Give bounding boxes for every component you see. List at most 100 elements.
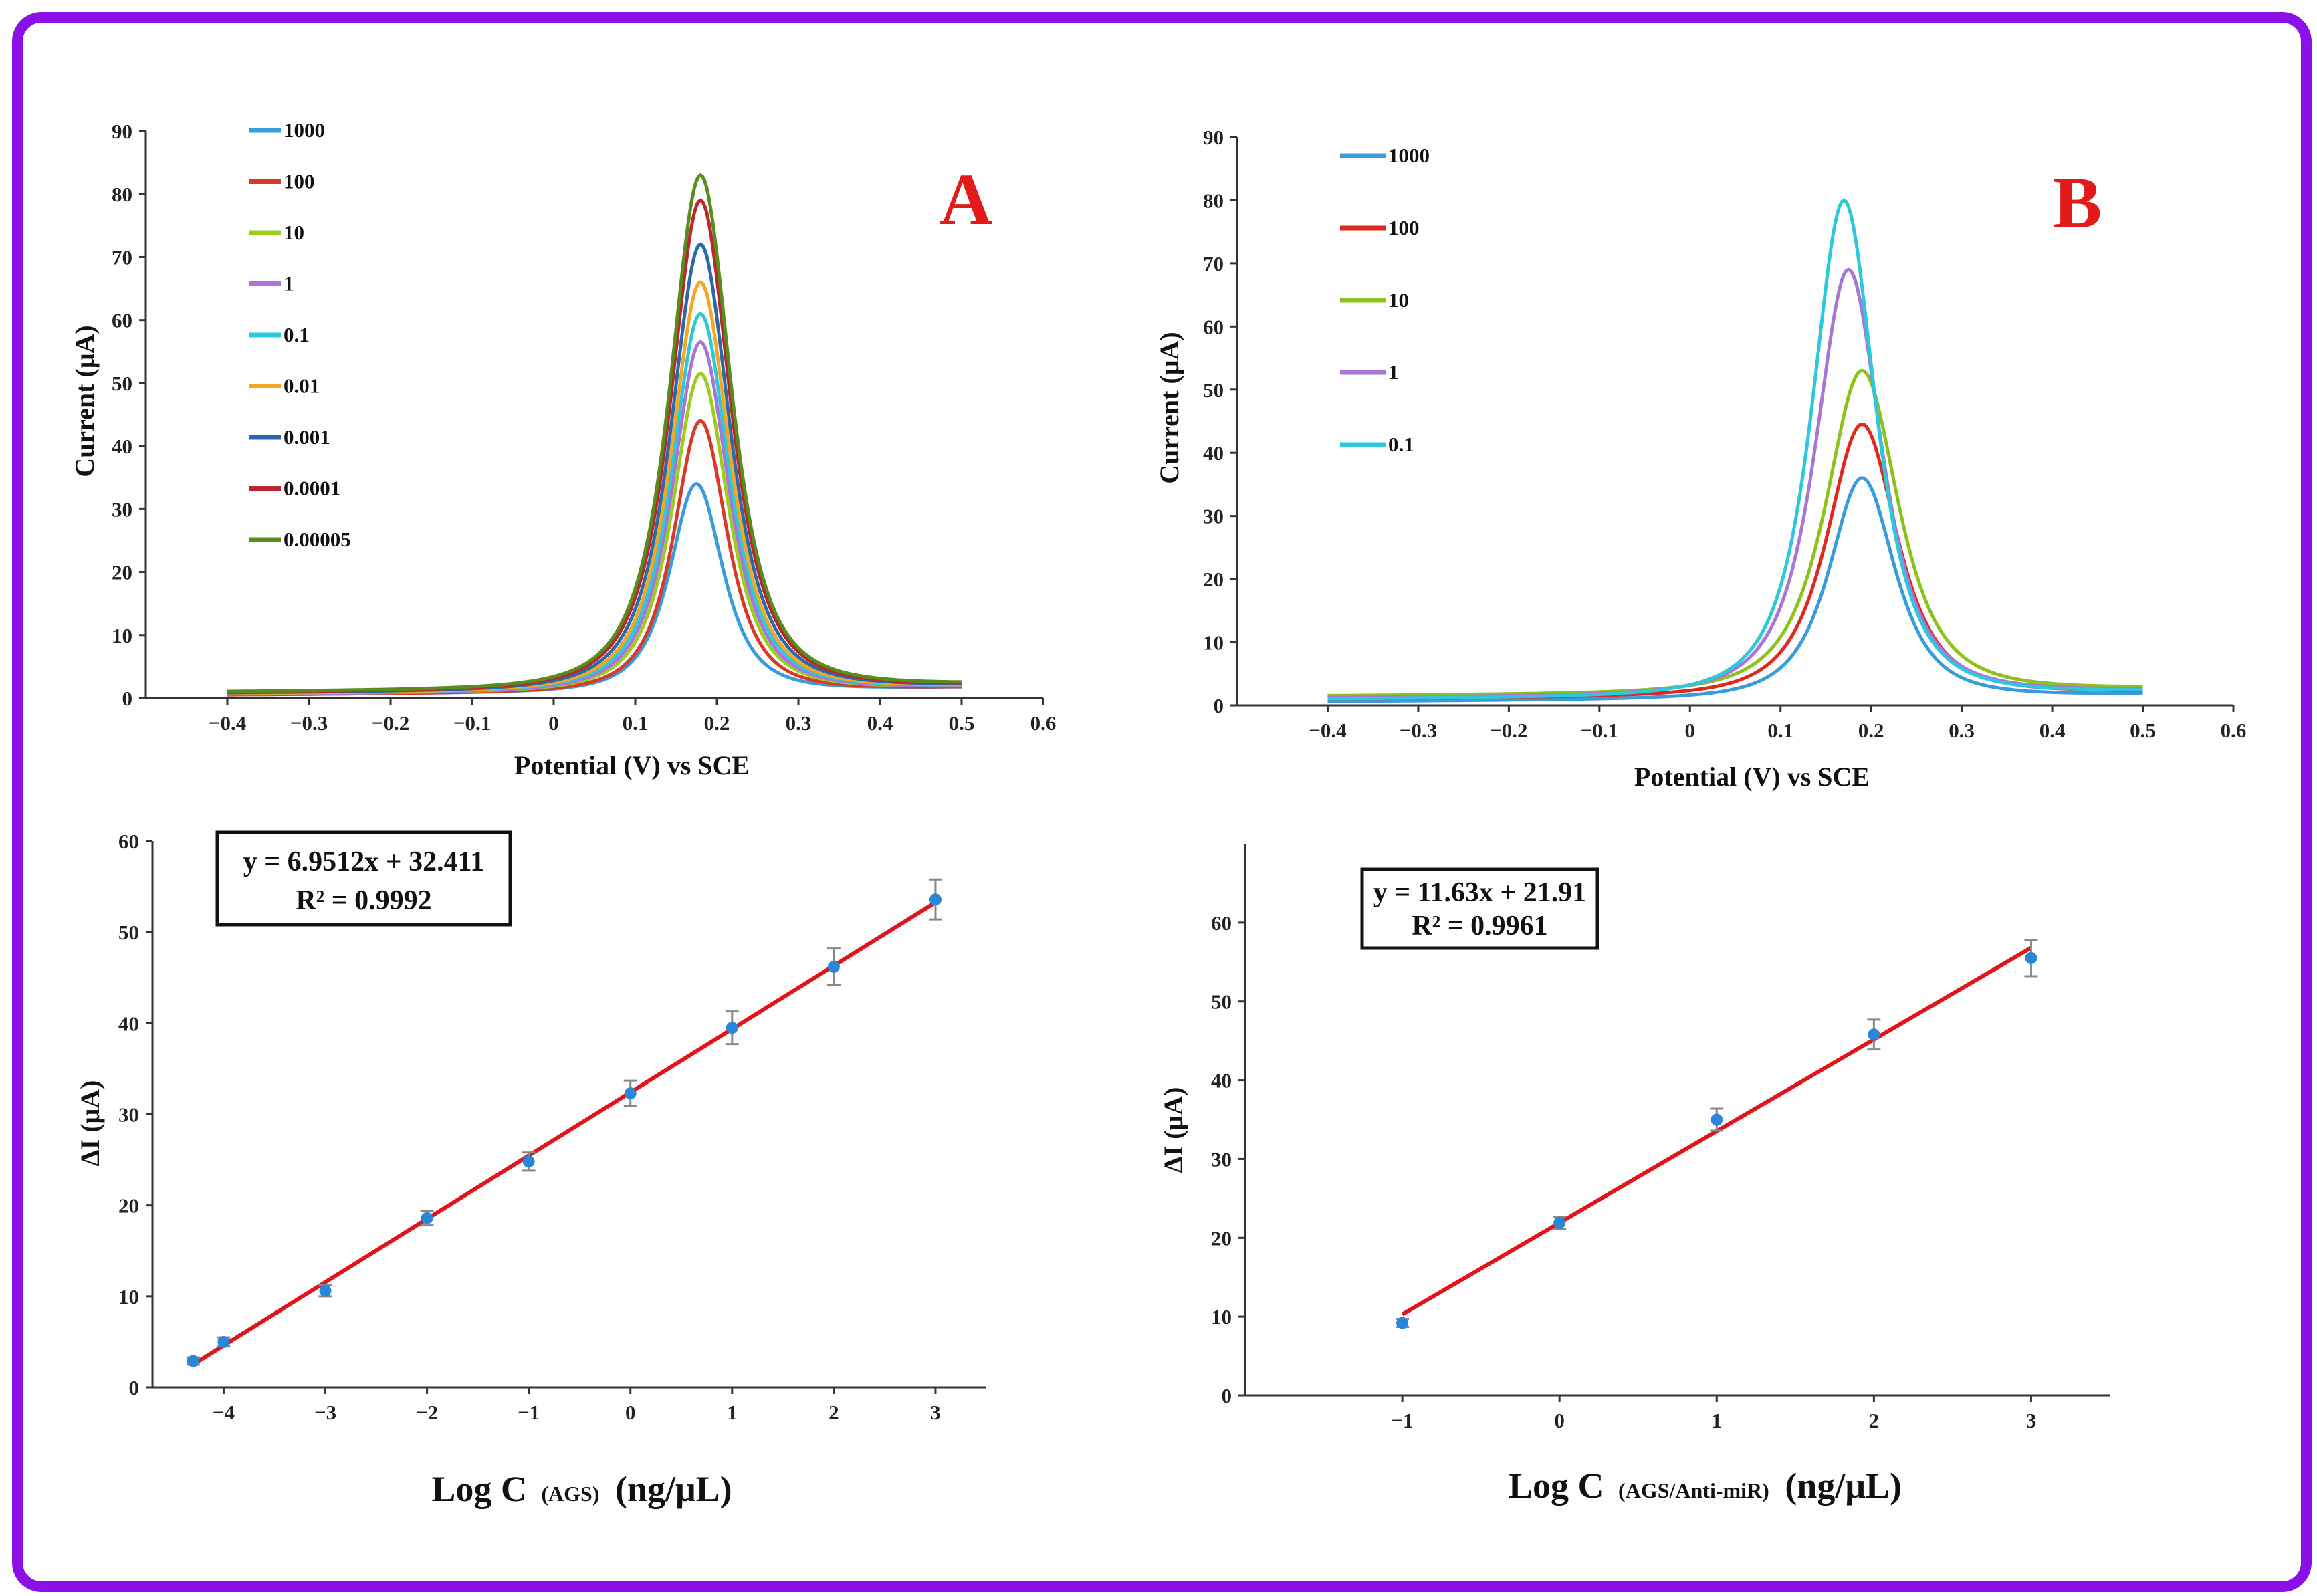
data-point [624, 1087, 637, 1100]
y-tick-label: 10 [118, 1285, 139, 1308]
y-tick-label: 80 [112, 183, 132, 206]
panel-d-equation-box [1360, 867, 1599, 950]
panel-c-x-title: Log C (AGS) (ng/μL) [431, 1469, 732, 1509]
x-tick-label: 2 [829, 1401, 839, 1424]
x-tick-label: 3 [2026, 1409, 2037, 1432]
x-tick-label: 0.1 [1767, 719, 1793, 742]
legend-entry: 0.1 [284, 323, 310, 346]
data-point [1553, 1216, 1566, 1229]
data-point [1868, 1028, 1880, 1041]
x-tick-label: 2 [1869, 1409, 1880, 1432]
x-tick-label: 0.5 [2130, 719, 2156, 742]
y-tick-label: 90 [1203, 126, 1224, 149]
data-point [726, 1022, 738, 1034]
legend-entry: 0.01 [284, 374, 320, 398]
series-line-100 [227, 419, 962, 697]
x-tick-label: 0 [548, 711, 559, 735]
y-tick-label: 40 [112, 435, 132, 458]
legend-entry: 0.0001 [284, 477, 340, 500]
panel-c-points [186, 878, 942, 1367]
panel-c-x-ticks: −4 −3 −2 −1 0 1 2 3 [213, 1387, 941, 1424]
y-tick-label: 0 [122, 687, 133, 710]
y-tick-label: 60 [112, 309, 132, 332]
data-point [187, 1355, 199, 1367]
data-point [1396, 1317, 1409, 1329]
y-tick-label: 50 [112, 372, 132, 395]
x-tick-label: −1 [1392, 1409, 1414, 1432]
panel-d-r-squared: R² = 0.9961 [1412, 911, 1547, 941]
data-point [217, 1335, 230, 1348]
x-tick-label: −2 [416, 1401, 438, 1424]
x-tick-label: 0.3 [786, 711, 812, 735]
y-tick-label: 80 [1203, 189, 1224, 212]
panel-a-letter: A [940, 158, 992, 240]
series-line-1000 [227, 481, 962, 697]
x-tick-label: 0.1 [623, 711, 649, 735]
x-tick-label: 1 [1712, 1409, 1723, 1432]
y-tick-label: 30 [1211, 1147, 1232, 1171]
y-tick-label: 70 [112, 245, 132, 269]
x-tick-label: 0.4 [2039, 719, 2066, 742]
x-tick-label: 0.3 [1949, 719, 1975, 742]
y-tick-label: 20 [118, 1194, 139, 1218]
x-tick-label: 0.6 [1030, 711, 1057, 735]
panel-d-x-title: Log C (AGS/Anti-miR) (ng/μL) [1509, 1466, 1902, 1506]
x-tick-label: −0.1 [453, 711, 491, 735]
x-tick-label: 0.2 [1858, 719, 1884, 742]
legend-entry: 1 [1388, 360, 1399, 384]
panel-b-y-title: Current (μA) [1154, 332, 1184, 483]
panel-b-curves [1327, 198, 2143, 703]
legend-entry: 100 [1388, 216, 1420, 239]
panel-c-equation-box [215, 830, 512, 927]
y-tick-label: 30 [1203, 505, 1224, 528]
panel-a-y-title: Current (μA) [70, 325, 100, 477]
legend-entry: 1000 [1388, 144, 1430, 167]
x-tick-label: −0.3 [1400, 719, 1437, 742]
panel-d-y-title: ΔI (μA) [1158, 1087, 1188, 1173]
panel-b-letter: B [2053, 162, 2102, 243]
panel-c-y-title: ΔI (μA) [75, 1080, 105, 1167]
x-tick-label: 3 [930, 1401, 941, 1424]
x-tick-label: −0.1 [1581, 719, 1618, 742]
y-tick-label: 50 [1211, 990, 1232, 1014]
panel-a-curves [227, 173, 962, 697]
legend-entry: 10 [284, 221, 304, 244]
legend-entry: 1 [284, 272, 294, 296]
x-tick-label: 0 [1554, 1409, 1565, 1432]
series-line-0.1 [1327, 198, 2143, 701]
panel-b-voltammogram: 0 10 20 30 40 50 60 70 80 90 −0.4 −0.3 −0.2 −0.1 0 0.1… [1154, 126, 2246, 792]
panel-b-x-ticks: −0.4 −0.3 −0.2 −0.1 0 0.1 0.2 0.3 0.4 0.5 0.6 [1309, 705, 2246, 742]
panel-c-equation: y = 6.9512x + 32.411 [243, 846, 485, 877]
legend-entry: 10 [1388, 288, 1409, 312]
x-tick-label: 0.4 [867, 711, 893, 735]
panel-c-fit-line [192, 901, 937, 1367]
series-line-0.0001 [227, 198, 962, 694]
y-tick-label: 0 [129, 1376, 140, 1399]
legend-entry: 0.001 [284, 425, 330, 449]
regression-line [192, 901, 937, 1367]
y-tick-label: 20 [1203, 568, 1224, 591]
legend-entry: 100 [284, 170, 315, 193]
y-tick-label: 0 [1214, 694, 1224, 717]
x-tick-label: −4 [213, 1401, 235, 1424]
panel-a-calibration: 0 10 20 30 40 50 60 −4 −3 −2 −1 0 1 2 3 y = 6.9512x +… [75, 830, 986, 1509]
y-tick-label: 50 [1203, 378, 1224, 402]
y-tick-label: 40 [1203, 441, 1224, 465]
y-tick-label: 10 [1211, 1305, 1232, 1329]
panel-a-x-title: Potential (V) vs SCE [514, 750, 750, 780]
panel-a-y-ticks: 0 10 20 30 40 50 60 70 80 90 [112, 120, 146, 710]
panel-a-legend: 1000 100 10 1 0.1 0.01 0.001 0.0001 0.00005 [249, 118, 351, 551]
data-point [1711, 1113, 1723, 1126]
series-line-0.00005 [227, 173, 962, 693]
y-tick-label: 90 [112, 120, 132, 143]
panel-b-x-title: Potential (V) vs SCE [1634, 762, 1870, 792]
y-tick-label: 20 [1211, 1226, 1232, 1250]
legend-entry: 1000 [284, 118, 325, 142]
series-line-0.001 [227, 242, 962, 695]
x-tick-label: 0 [625, 1401, 636, 1424]
data-point [421, 1212, 433, 1224]
y-tick-label: 70 [1203, 252, 1224, 275]
data-point [827, 960, 840, 973]
